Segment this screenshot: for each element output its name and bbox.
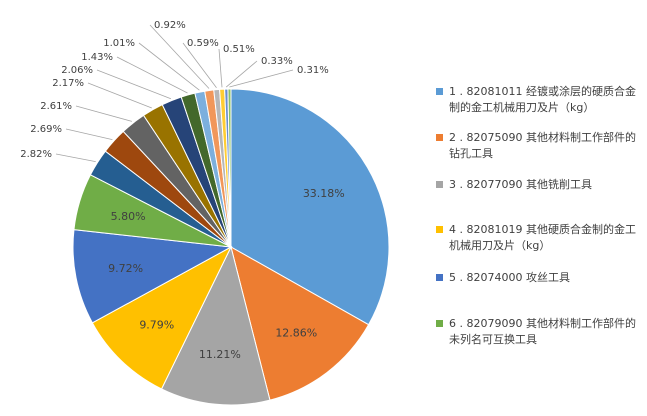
slice-label-6: 5.80% xyxy=(111,210,146,223)
legend-swatch-1 xyxy=(436,88,443,95)
legend-label-2: 2 . 82075090 其他材料制工作部件的钻孔工具 xyxy=(449,131,636,160)
slice-label-3: 11.21% xyxy=(199,348,241,361)
legend-label-3: 3 . 82077090 其他铣削工具 xyxy=(449,178,592,191)
leader-line-18 xyxy=(229,69,294,88)
slice-label-10: 2.17% xyxy=(52,78,84,89)
legend-swatch-5 xyxy=(436,274,443,281)
leader-line-8 xyxy=(65,128,113,140)
leader-line-15 xyxy=(182,42,217,88)
legend-label-1: 1 . 82081011 经镀或涂层的硬质合金制的金工机械用刀及片（kg） xyxy=(449,85,636,114)
legend-label-6: 6 . 82079090 其他材料制工作部件的未列名可互换工具 xyxy=(449,317,636,346)
legend-item-4: 4 . 82081019 其他硬质合金制的金工机械用刀及片（kg） xyxy=(436,222,641,254)
pie-slice-5 xyxy=(72,229,233,324)
leader-line-10 xyxy=(87,82,152,109)
leader-line-16 xyxy=(218,48,223,88)
pie-slice-3 xyxy=(160,245,271,406)
slice-label-5: 9.72% xyxy=(108,262,143,275)
slice-label-17: 0.33% xyxy=(261,56,293,67)
legend-swatch-3 xyxy=(436,181,443,188)
legend-swatch-2 xyxy=(436,134,443,141)
slice-label-11: 2.06% xyxy=(61,65,93,76)
slice-label-18: 0.31% xyxy=(297,65,329,76)
legend-label-5: 5 . 82074000 攻丝工具 xyxy=(449,271,570,284)
slice-label-4: 9.79% xyxy=(139,319,174,332)
legend-item-5: 5 . 82074000 攻丝工具 xyxy=(436,270,641,286)
slice-label-14: 0.92% xyxy=(154,20,186,31)
slice-label-2: 12.86% xyxy=(275,326,317,339)
leader-line-11 xyxy=(96,69,172,100)
pie-slice-1 xyxy=(230,88,390,326)
leader-line-13 xyxy=(138,42,200,91)
pie-slice-4 xyxy=(91,245,233,390)
slice-label-16: 0.51% xyxy=(223,44,255,55)
legend-swatch-6 xyxy=(436,320,443,327)
slice-label-7: 2.82% xyxy=(20,149,52,160)
pie-slice-2 xyxy=(230,245,370,401)
slice-label-8: 2.69% xyxy=(30,124,62,135)
legend-item-2: 2 . 82075090 其他材料制工作部件的钻孔工具 xyxy=(436,130,641,162)
slice-label-1: 33.18% xyxy=(303,187,345,200)
slice-label-9: 2.61% xyxy=(40,101,72,112)
leader-line-7 xyxy=(55,153,96,162)
leader-line-14 xyxy=(149,24,210,89)
leader-line-9 xyxy=(75,105,133,122)
slice-label-12: 1.43% xyxy=(81,52,113,63)
slice-label-13: 1.01% xyxy=(103,38,135,49)
legend-item-3: 3 . 82077090 其他铣削工具 xyxy=(436,177,641,193)
legend-swatch-4 xyxy=(436,226,443,233)
slice-label-15: 0.59% xyxy=(187,38,219,49)
legend-item-1: 1 . 82081011 经镀或涂层的硬质合金制的金工机械用刀及片（kg） xyxy=(436,84,641,116)
leader-line-17 xyxy=(225,60,258,88)
pie-slice-18 xyxy=(227,88,232,248)
legend-label-4: 4 . 82081019 其他硬质合金制的金工机械用刀及片（kg） xyxy=(449,223,636,252)
leader-line-12 xyxy=(116,56,188,94)
legend-item-6: 6 . 82079090 其他材料制工作部件的未列名可互换工具 xyxy=(436,316,641,348)
